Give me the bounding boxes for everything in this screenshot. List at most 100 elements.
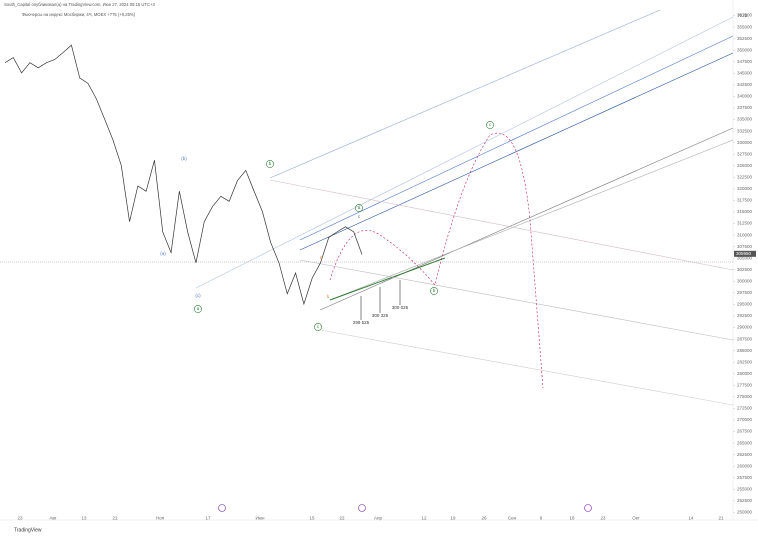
wave-circle xyxy=(194,305,202,313)
drawings xyxy=(0,9,734,406)
y-tick-label: 322500 xyxy=(737,175,753,180)
x-tick-label: Июн xyxy=(255,516,265,521)
wave-circle xyxy=(430,287,438,295)
y-tick-label: 350000 xyxy=(737,47,753,52)
y-tick-label: 292500 xyxy=(737,313,753,318)
y-tick-label: 337500 xyxy=(737,105,753,110)
x-tick-label: 16 xyxy=(569,516,575,521)
y-tick-label: 260000 xyxy=(737,463,753,468)
y-tick-label: 330000 xyxy=(737,140,753,145)
x-tick-label: 14 xyxy=(688,516,694,521)
y-tick-label: 315000 xyxy=(737,209,753,214)
wave-label: c xyxy=(358,214,361,219)
channel-line xyxy=(269,179,734,271)
y-tick-label: 272500 xyxy=(737,406,753,411)
y-tick-label: 255000 xyxy=(737,486,753,491)
event-icon xyxy=(584,504,592,512)
wave-label: c xyxy=(489,122,492,127)
x-tick-label: Апр xyxy=(374,516,382,521)
logo: TradingView xyxy=(14,527,42,533)
wave-label: b xyxy=(327,294,330,299)
y-tick-label: 290000 xyxy=(737,325,753,330)
wave-circle xyxy=(486,121,494,129)
wave-label: a xyxy=(320,255,323,260)
wave-label: a xyxy=(197,306,200,311)
y-tick-label: 287500 xyxy=(737,336,753,341)
channel-line xyxy=(299,35,734,241)
channel-line xyxy=(195,16,734,289)
wave-circle xyxy=(266,160,274,168)
x-tick-label: 12 xyxy=(421,516,427,521)
wave-label: c xyxy=(317,324,320,329)
y-tick-label: 342500 xyxy=(737,82,753,87)
event-icon xyxy=(218,504,226,512)
y-tick-label: 277500 xyxy=(737,382,753,387)
y-tick-label: 270000 xyxy=(737,417,753,422)
last-price-label: 305950 xyxy=(736,251,752,256)
wave-circle xyxy=(355,204,363,212)
x-tick-label: 19 xyxy=(450,516,456,521)
x-tick-label: 9 xyxy=(540,516,543,521)
y-tick-label: 357500 xyxy=(737,13,753,18)
y-tick-label: 305000 xyxy=(737,255,753,260)
y-tick-label: 267500 xyxy=(737,429,753,434)
channel-line xyxy=(299,259,734,341)
x-tick-label: 23 xyxy=(600,516,606,521)
wave-label: b xyxy=(433,288,436,293)
wave-label: (a) xyxy=(160,251,166,256)
y-tick-label: 317500 xyxy=(737,198,753,203)
y-tick-label: 295000 xyxy=(737,302,753,307)
y-tick-label: 310000 xyxy=(737,232,753,237)
y-tick-label: 347500 xyxy=(737,59,753,64)
last-price-tag xyxy=(734,250,756,257)
x-tick-label: 22 xyxy=(339,516,345,521)
wave-label: a xyxy=(358,205,361,210)
wave-circle xyxy=(314,323,322,331)
y-tick-label: 325000 xyxy=(737,163,753,168)
wave-label: (b) xyxy=(181,156,187,161)
currency: RUB xyxy=(738,13,748,18)
x-tick-label: 21 xyxy=(718,516,724,521)
y-tick-label: 297500 xyxy=(737,290,753,295)
wave-label: (c) xyxy=(195,293,201,298)
channel-line xyxy=(329,139,734,301)
y-tick-label: 312500 xyxy=(737,221,753,226)
y-tick-label: 275000 xyxy=(737,394,753,399)
x-tick-label: 15 xyxy=(309,516,315,521)
y-tick-label: 335000 xyxy=(737,117,753,122)
price-note: 300 325 xyxy=(372,313,389,318)
y-tick-label: 307500 xyxy=(737,244,753,249)
channel-line xyxy=(319,329,734,406)
price-note: 300 025 xyxy=(392,305,409,310)
x-tick-label: 21 xyxy=(112,516,118,521)
y-tick-label: 340000 xyxy=(737,94,753,99)
price-note: 299 525 xyxy=(353,320,370,325)
x-tick-label: Авг xyxy=(49,516,56,521)
symbol: Фьючерсы на индекс Мосбиржи, 4Ч, MOEX +7… xyxy=(22,12,136,17)
y-tick-label: 280000 xyxy=(737,371,753,376)
y-tick-label: 352500 xyxy=(737,36,753,41)
header: South_Capital опубликовал(а) на TradingV… xyxy=(4,2,155,7)
y-tick-label: 257500 xyxy=(737,475,753,480)
y-tick-label: 355000 xyxy=(737,24,753,29)
x-tick-label: 23 xyxy=(17,516,23,521)
y-tick-label: 282500 xyxy=(737,359,753,364)
event-icons xyxy=(218,504,592,512)
x-tick-label: 26 xyxy=(481,516,487,521)
y-tick-label: 250000 xyxy=(737,510,753,515)
y-tick-label: 320000 xyxy=(737,186,753,191)
x-tick-label: Ноя xyxy=(156,516,165,521)
y-tick-label: 327500 xyxy=(737,151,753,156)
x-tick-label: 17 xyxy=(205,516,211,521)
channel-line xyxy=(299,52,734,251)
price-line xyxy=(4,44,363,306)
x-tick-label: Сен xyxy=(508,516,517,521)
y-tick-label: 332500 xyxy=(737,128,753,133)
event-icon xyxy=(358,504,366,512)
channel-line xyxy=(269,9,661,179)
x-tick-label: Окт xyxy=(632,516,640,521)
wave-label: b xyxy=(269,161,272,166)
y-tick-label: 300000 xyxy=(737,279,753,284)
